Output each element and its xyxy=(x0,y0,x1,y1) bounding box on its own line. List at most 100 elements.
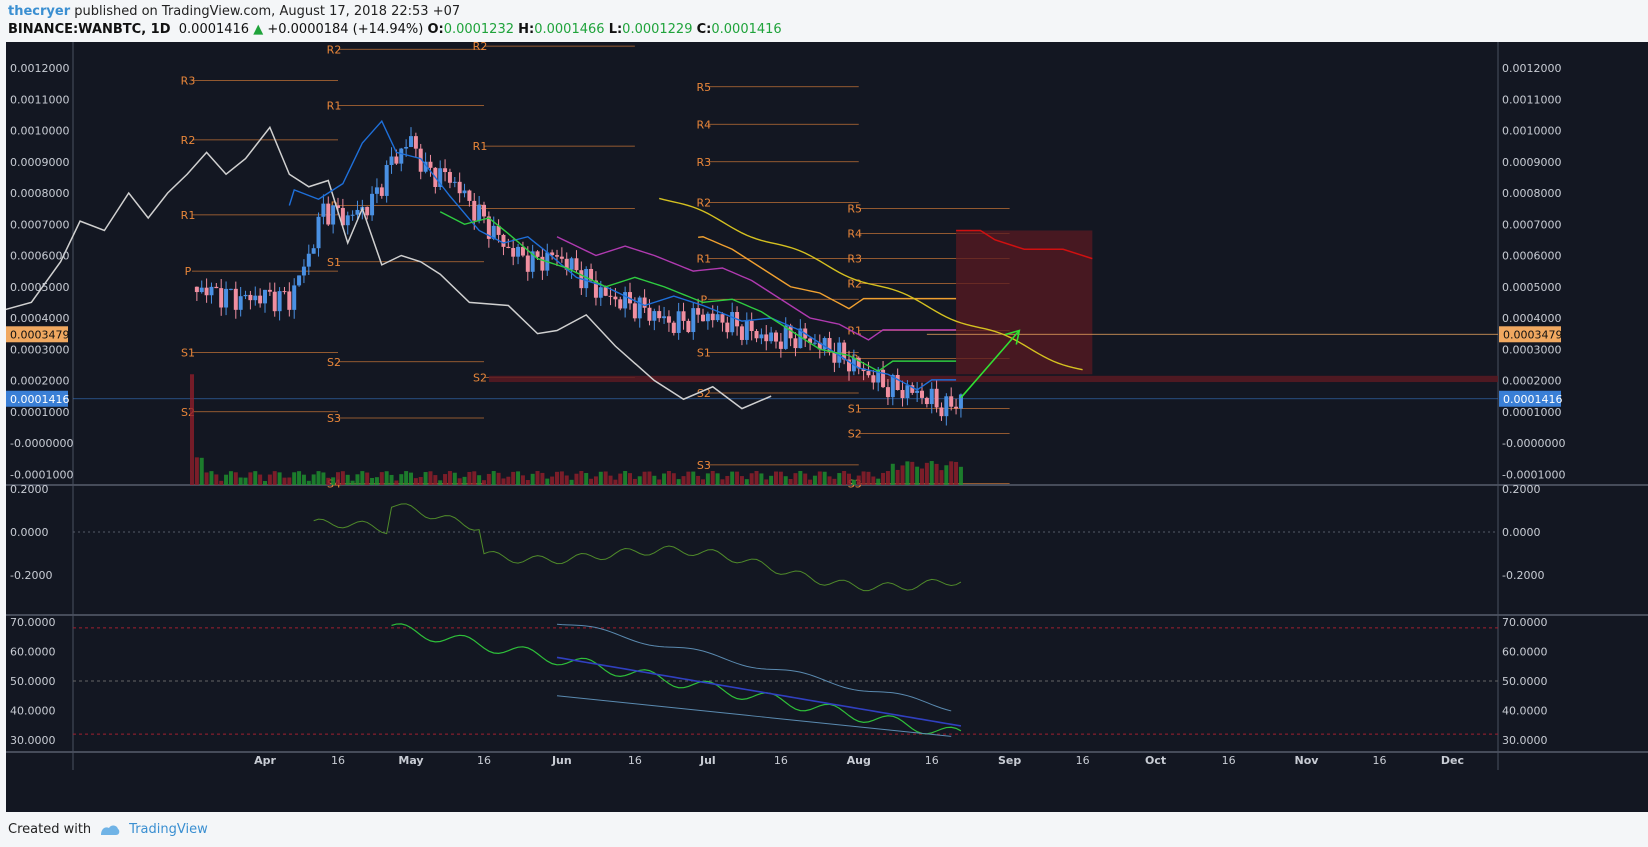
candle-body xyxy=(885,387,890,398)
candle-body xyxy=(812,342,817,344)
volume-bar xyxy=(808,479,813,485)
pivot-label: S2 xyxy=(327,356,341,369)
candle-body xyxy=(662,316,667,319)
y-tick-label-right: 0.0012000 xyxy=(1502,62,1562,75)
volume-bar xyxy=(900,465,905,485)
candle-body xyxy=(258,295,263,304)
candle-body xyxy=(774,332,778,342)
candle-body xyxy=(920,390,924,398)
volume-bar xyxy=(574,473,579,485)
pivot-label: R2 xyxy=(327,43,342,56)
candle-body xyxy=(355,209,360,215)
y-tick-label-right: 0.0003000 xyxy=(1502,343,1562,356)
volume-bar xyxy=(472,471,477,485)
candle-body xyxy=(301,266,306,276)
momentum-tick-right: 0.2000 xyxy=(1502,483,1541,496)
volume-spike xyxy=(190,374,194,485)
candle-body xyxy=(413,136,418,149)
candle-body xyxy=(749,320,754,332)
volume-bar xyxy=(452,472,457,485)
y-tick-label-right: 0.0007000 xyxy=(1502,218,1562,231)
candle-body xyxy=(788,325,793,339)
target-zone-box xyxy=(956,230,1093,375)
candle-body xyxy=(584,268,589,289)
candle-body xyxy=(593,280,598,298)
level-price-tag-left-bg xyxy=(6,326,68,343)
pivot-label: S1 xyxy=(697,346,711,359)
candle-body xyxy=(370,193,375,216)
x-tick-label: Sep xyxy=(998,754,1021,767)
volume-bar xyxy=(530,473,535,485)
close-value: 0.0001416 xyxy=(711,22,782,37)
pivot-label: R3 xyxy=(181,75,196,88)
up-triangle-icon: ▲ xyxy=(253,22,264,37)
candle-body xyxy=(895,374,900,391)
symbol-label: BINANCE:WANBTC, 1D xyxy=(8,22,171,37)
candle-body xyxy=(876,369,881,383)
candle-body xyxy=(696,308,701,315)
volume-bar xyxy=(949,461,954,485)
pivot-label: P xyxy=(185,265,192,278)
rsi-tick-right: 70.0000 xyxy=(1502,616,1548,629)
volume-bar xyxy=(433,475,438,485)
x-tick-label: 16 xyxy=(1076,754,1090,767)
volume-bar xyxy=(209,471,214,485)
volume-bar xyxy=(336,472,340,485)
volume-bar xyxy=(326,477,331,485)
volume-bar xyxy=(764,479,769,485)
tradingview-logo-icon[interactable] xyxy=(99,823,121,837)
candle-body xyxy=(452,181,457,183)
candle-body xyxy=(637,297,642,319)
candle-body xyxy=(194,286,199,293)
candle-body xyxy=(292,285,297,310)
volume-bar xyxy=(701,479,705,485)
candle-body xyxy=(462,190,467,194)
close-label: C: xyxy=(696,22,712,37)
candle-body xyxy=(559,256,564,259)
candle-body xyxy=(340,207,345,226)
volume-bar xyxy=(827,476,832,485)
candle-body xyxy=(725,322,730,333)
candle-body xyxy=(856,357,861,369)
x-tick-label: 16 xyxy=(331,754,345,767)
volume-bar xyxy=(379,472,384,485)
pivot-label: S1 xyxy=(327,256,341,269)
overlay-layer xyxy=(73,229,1498,400)
candle-body xyxy=(623,292,628,309)
volume-bar xyxy=(944,465,949,485)
candle-body xyxy=(520,246,525,256)
green-ma-line xyxy=(439,211,957,372)
author-username[interactable]: thecryer xyxy=(8,4,71,19)
comparison-line xyxy=(6,125,772,410)
candle-body xyxy=(847,359,851,372)
volume-bar xyxy=(374,477,379,485)
candle-body xyxy=(915,390,920,393)
candle-body xyxy=(657,311,662,319)
volume-bar xyxy=(705,473,710,485)
volume-bar xyxy=(496,472,501,485)
pivot-label: R2 xyxy=(473,42,488,53)
volume-bar xyxy=(881,472,886,485)
axes: 0.0012000 0.0012000 0.0011000 0.0011000 0.00… xyxy=(6,62,1565,767)
pivot-label: S1 xyxy=(181,346,195,359)
tradingview-link[interactable]: TradingView xyxy=(129,822,208,837)
volume-bar xyxy=(482,480,486,485)
volume-bar xyxy=(652,475,657,485)
y-tick-label-left: 0.0002000 xyxy=(10,375,70,388)
rsi-tick-left: 50.0000 xyxy=(10,675,56,688)
pivot-label: R3 xyxy=(847,253,862,266)
candle-body xyxy=(374,187,379,194)
candle-body xyxy=(686,320,691,333)
chart-canvas[interactable]: R3R2R1PS1S2R2R1PS1S2S3S4R2R1PS2R5R4R3R2R… xyxy=(6,42,1648,812)
rsi-tick-right: 60.0000 xyxy=(1502,646,1548,659)
candle-body xyxy=(540,256,545,271)
volume-bar xyxy=(238,477,243,485)
candle-body xyxy=(482,204,486,217)
volume-bars xyxy=(190,374,963,485)
volume-bar xyxy=(924,462,929,485)
candle-body xyxy=(506,246,511,249)
arrow-head xyxy=(1005,329,1021,345)
candle-body xyxy=(681,311,686,321)
volume-bar xyxy=(447,471,452,485)
y-tick-label-right: 0.0009000 xyxy=(1502,156,1562,169)
